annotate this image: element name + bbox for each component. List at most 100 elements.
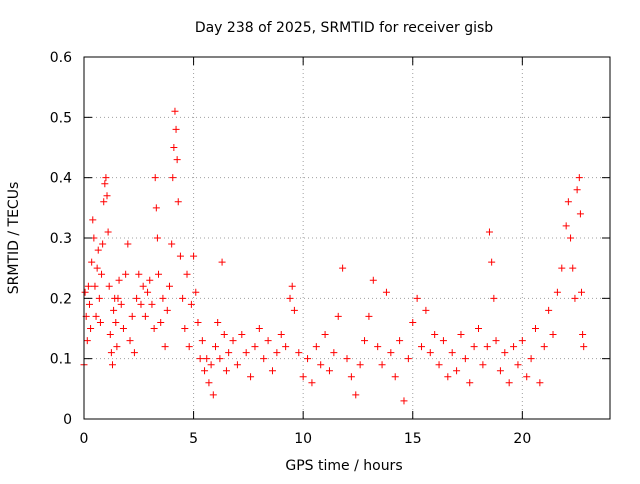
data-point — [146, 276, 154, 284]
data-point — [135, 270, 143, 278]
data-point — [101, 180, 109, 188]
data-point — [171, 107, 179, 115]
data-point — [413, 294, 421, 302]
data-point — [88, 258, 96, 266]
data-point — [81, 288, 89, 296]
data-point — [277, 331, 285, 339]
data-point — [531, 325, 539, 332]
y-tick-label: 0.1 — [50, 352, 72, 368]
data-point — [290, 306, 298, 314]
data-point — [485, 228, 493, 236]
data-point — [212, 343, 219, 351]
data-point — [251, 343, 259, 351]
data-point — [321, 331, 329, 339]
x-axis-label: GPS time / hours — [285, 458, 402, 474]
data-point — [91, 282, 99, 290]
y-tick-label: 0 — [63, 412, 72, 428]
data-point — [126, 337, 134, 345]
data-point — [159, 294, 167, 302]
data-point — [299, 373, 307, 381]
data-point — [163, 306, 171, 314]
data-point — [418, 343, 426, 351]
data-point — [165, 282, 173, 290]
data-point — [492, 337, 500, 345]
data-point — [523, 373, 531, 381]
data-point — [273, 349, 281, 357]
data-point — [133, 294, 141, 302]
data-point — [573, 186, 581, 194]
data-point — [92, 312, 100, 320]
data-point — [282, 343, 290, 351]
data-point — [295, 349, 303, 357]
data-point — [453, 367, 461, 375]
data-point — [128, 312, 136, 320]
data-point — [198, 337, 206, 345]
data-point — [181, 325, 189, 332]
data-point — [490, 294, 498, 302]
data-point — [571, 294, 579, 302]
x-tick-label: 15 — [404, 431, 422, 447]
data-point — [439, 337, 447, 345]
data-point — [107, 349, 115, 357]
data-point — [102, 174, 110, 182]
data-point — [545, 306, 553, 314]
data-point — [122, 270, 130, 278]
data-point — [95, 294, 103, 302]
data-point — [98, 270, 106, 278]
data-point — [404, 355, 412, 363]
data-point — [176, 252, 184, 260]
data-point — [396, 337, 404, 345]
data-point — [562, 222, 570, 230]
data-point — [339, 264, 347, 272]
data-point — [361, 337, 369, 345]
data-point — [466, 379, 474, 387]
data-point — [325, 367, 333, 375]
data-point — [108, 361, 116, 369]
data-point — [222, 367, 230, 375]
data-point — [150, 325, 158, 332]
data-point — [220, 331, 228, 339]
data-point — [87, 325, 95, 332]
x-tick-label: 20 — [513, 431, 531, 447]
data-point — [172, 125, 180, 133]
data-point — [209, 391, 217, 399]
data-point — [422, 306, 430, 314]
data-point — [553, 288, 561, 296]
data-point — [501, 349, 509, 357]
data-point — [536, 379, 544, 387]
data-point — [233, 361, 241, 369]
data-point — [569, 264, 577, 272]
data-point — [558, 264, 566, 272]
data-point — [387, 349, 395, 357]
data-point — [576, 210, 584, 218]
data-point — [192, 288, 200, 296]
x-tick-label: 0 — [80, 431, 89, 447]
data-point — [157, 318, 165, 326]
data-point — [391, 373, 399, 381]
data-point — [100, 198, 108, 206]
data-point — [352, 391, 360, 399]
data-point — [479, 361, 487, 369]
data-point — [286, 294, 294, 302]
data-point — [117, 300, 125, 308]
data-point — [115, 276, 123, 284]
data-point — [194, 318, 202, 326]
data-point — [151, 174, 159, 182]
data-point — [93, 264, 101, 272]
data-point — [84, 282, 92, 290]
grid-lines — [84, 57, 610, 419]
data-point — [343, 355, 351, 363]
x-tick-label: 5 — [189, 431, 198, 447]
data-point — [308, 379, 316, 387]
data-point — [356, 361, 364, 369]
data-point — [369, 276, 377, 284]
data-point — [207, 361, 215, 369]
data-point — [580, 343, 588, 351]
data-point — [435, 361, 443, 369]
y-tick-label: 0.5 — [50, 110, 72, 126]
y-tick-label: 0.4 — [50, 171, 72, 187]
data-point — [488, 258, 496, 266]
data-point — [168, 240, 176, 248]
data-point — [89, 216, 97, 224]
data-point — [152, 204, 160, 212]
